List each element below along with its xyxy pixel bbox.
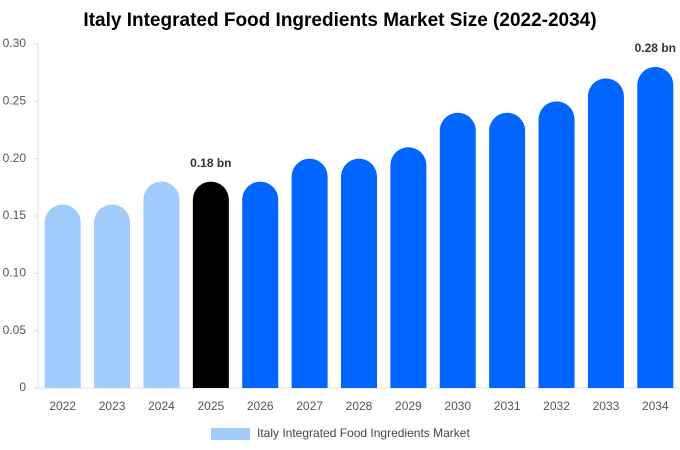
bar (44, 204, 81, 388)
bar (637, 66, 674, 388)
bar (94, 204, 131, 388)
bar (242, 181, 279, 388)
x-tick-label: 2025 (197, 399, 224, 413)
y-tick-label: 0.25 (3, 94, 27, 108)
bar (192, 181, 229, 388)
bar (390, 147, 427, 388)
bar (439, 112, 476, 389)
x-tick-label: 2024 (148, 399, 175, 413)
chart-title: Italy Integrated Food Ingredients Market… (83, 10, 596, 31)
x-tick-label: 2028 (346, 399, 373, 413)
x-tick-label: 2034 (642, 399, 669, 413)
x-tick-label: 2030 (444, 399, 471, 413)
bar (538, 101, 575, 388)
x-tick-label: 2033 (593, 399, 620, 413)
x-tick-label: 2022 (49, 399, 76, 413)
bar (291, 158, 328, 388)
bar (489, 112, 526, 388)
x-tick-label: 2029 (395, 399, 422, 413)
y-tick-label: 0.15 (3, 208, 27, 222)
x-tick-label: 2031 (494, 399, 521, 413)
y-tick-label: 0.20 (3, 151, 27, 165)
x-tick-label: 2026 (247, 399, 274, 413)
y-tick-label: 0.10 (3, 266, 27, 280)
value-label: 0.18 bn (190, 156, 231, 170)
legend-label: Italy Integrated Food Ingredients Market (257, 426, 470, 440)
legend-swatch (211, 428, 250, 440)
x-tick-label: 2032 (543, 399, 570, 413)
x-tick-label: 2023 (99, 399, 126, 413)
value-label: 0.28 bn (635, 41, 676, 55)
bar (341, 158, 377, 388)
bar (587, 78, 624, 389)
x-tick-label: 2027 (296, 399, 323, 413)
bar (143, 181, 180, 388)
y-tick-label: 0.30 (3, 36, 27, 50)
y-tick-label: 0.05 (3, 323, 27, 337)
y-tick-label: 0 (19, 380, 26, 394)
